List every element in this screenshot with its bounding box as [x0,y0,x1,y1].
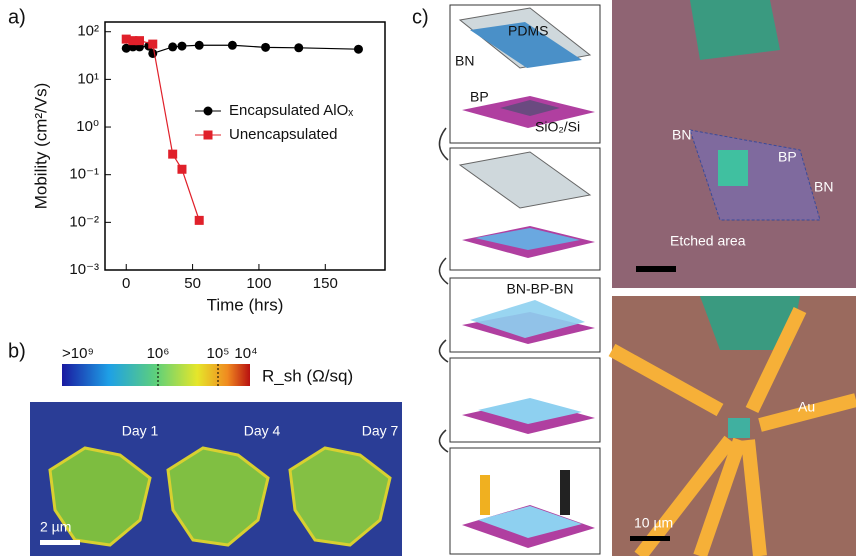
marker [135,36,144,45]
optical-label: 10 µm [634,515,673,531]
x-tick-label: 0 [122,275,130,292]
chart-a: 10² 10¹ 10⁰ 10⁻¹ 10⁻² 10⁻³ 0 50 100 150 Time (hrs)… [31,22,385,314]
optical-label: BN [672,127,691,143]
plot-frame [105,22,385,270]
scale-bar [40,540,80,545]
y-tick-label: 10⁻¹ [69,166,99,183]
day-label: Day 7 [362,423,399,439]
contact [560,470,570,515]
x-tick-label: 50 [184,275,201,292]
scale-bar-label: 2 µm [40,519,71,535]
x-tick-label: 150 [313,275,338,292]
marker [195,41,204,50]
legend-label: Unencapsulated [229,126,337,143]
y-tick-label: 10² [77,23,99,40]
marker [168,150,177,159]
pdms [460,152,590,208]
legend-marker [204,107,213,116]
colorbar [62,364,250,386]
day-label: Day 4 [244,423,281,439]
optical-label: Au [798,399,815,415]
marker [195,216,204,225]
day-label: Day 1 [122,423,159,439]
y-tick-label: 10⁰ [76,118,99,135]
marker [177,42,186,51]
schematic-label: BN [455,53,474,69]
scale-bar [636,266,676,272]
schematic-label: BN-BP-BN [507,281,574,297]
colorbar-label: >10⁹ [62,345,94,362]
colorbar-label: 10⁵ [207,345,230,362]
marker [228,41,237,50]
marker [148,49,157,58]
series-line [126,39,199,220]
marker [177,165,186,174]
optical-label: Etched area [670,233,746,249]
device [728,418,750,438]
y-tick-label: 10⁻² [69,213,99,230]
marker [294,43,303,52]
marker [354,45,363,54]
contact [480,475,490,515]
legend-marker [204,131,213,140]
schematic-label: BP [470,89,489,105]
arrows [439,128,448,452]
panel-label: a) [8,6,26,28]
marker [168,42,177,51]
marker [261,43,270,52]
colorbar-title: R_sh (Ω/sq) [262,366,353,385]
y-tick-label: 10¹ [77,70,99,87]
schematic-label: PDMS [508,23,548,39]
figure: a) b) c) 10² 10¹ 10⁰ 10⁻¹ 10⁻² 10⁻³ 0 50 100 150 T… [0,0,856,556]
bp-flake [718,150,748,186]
legend-label: Encapsulated AlOₓ [229,102,353,119]
schematic-label: SiO₂/Si [535,119,580,135]
colorbar-label: 10⁴ [234,345,257,362]
scale-bar [630,536,670,541]
panel-label: c) [412,6,429,28]
schematic-frames [450,5,600,554]
y-tick-label: 10⁻³ [69,261,99,278]
optical-label: BN [814,179,833,195]
x-axis-label: Time (hrs) [207,295,284,314]
colorbar-label: 10⁶ [147,345,170,362]
x-tick-label: 100 [246,275,271,292]
optical-label: BP [778,149,797,165]
panel-label: b) [8,340,26,362]
flake [690,0,780,60]
marker [148,40,157,49]
series-line [126,45,358,53]
y-axis-label: Mobility (cm²/Vs) [31,83,50,210]
